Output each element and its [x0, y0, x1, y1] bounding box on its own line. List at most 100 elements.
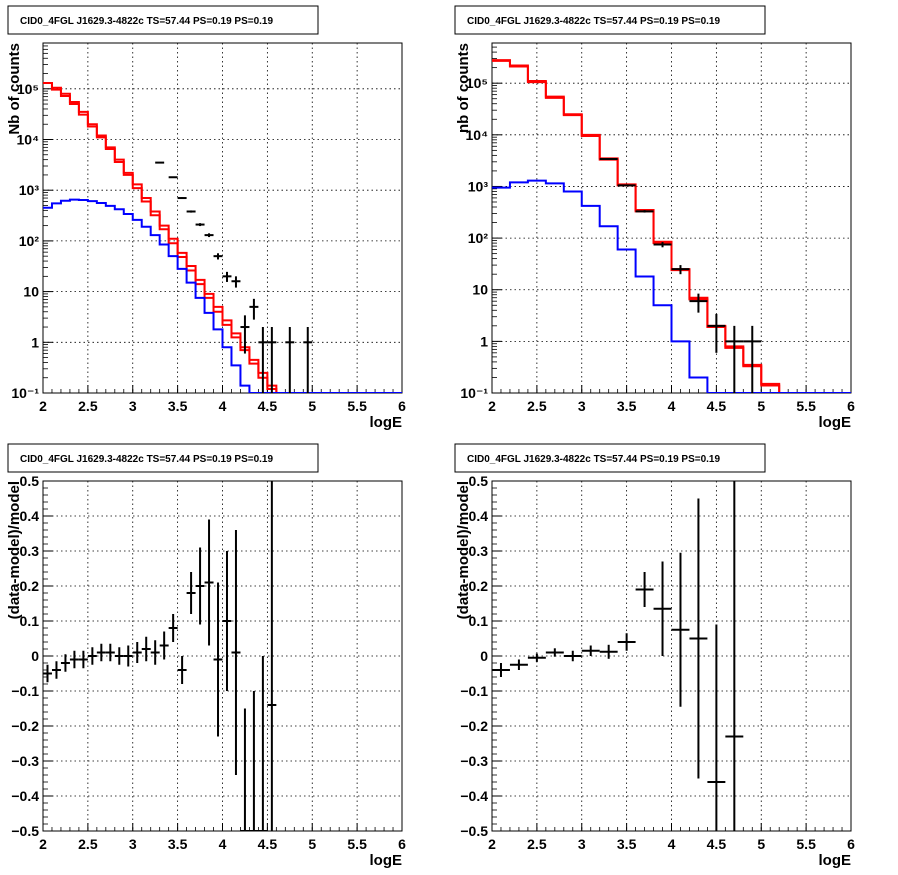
title-box: [454, 5, 766, 35]
x-tick-label: 4.5: [707, 836, 727, 852]
y-axis-label: nb of counts: [455, 43, 472, 133]
x-tick-label: 5.5: [796, 398, 816, 414]
title-box: [454, 443, 766, 473]
x-axis-label: logE: [370, 414, 403, 431]
x-tick-label: 2.5: [78, 398, 98, 414]
y-tick-label: 0.2: [20, 578, 40, 594]
y-tick-label: −0.2: [460, 718, 488, 734]
y-tick-label: 10⁴: [17, 131, 40, 147]
plot-area: [43, 82, 402, 393]
x-tick-label: 6: [847, 836, 855, 852]
panel-3: CID0_4FGL J1629.3-4822c TS=57.44 PS=0.19…: [6, 443, 406, 869]
y-tick-label: 0.1: [20, 613, 40, 629]
x-tick-label: 3: [129, 398, 137, 414]
x-tick-label: 5.5: [347, 398, 367, 414]
x-tick-label: 2: [39, 398, 47, 414]
y-tick-label: 0.3: [469, 543, 489, 559]
histogram-series-3: [492, 179, 851, 393]
x-tick-label: 6: [847, 398, 855, 414]
y-tick-label: 10⁵: [17, 81, 39, 97]
x-tick-label: 4: [668, 398, 676, 414]
histogram-series-1: [492, 59, 851, 393]
x-tick-label: 3.5: [168, 836, 188, 852]
y-tick-label: 0.4: [469, 508, 489, 524]
chart-title: CID0_4FGL J1629.3-4822c TS=57.44 PS=0.19…: [467, 16, 720, 27]
x-tick-label: 5: [757, 836, 765, 852]
x-tick-label: 3.5: [617, 398, 637, 414]
panel-4: CID0_4FGL J1629.3-4822c TS=57.44 PS=0.19…: [454, 443, 855, 869]
y-tick-label: 10: [23, 284, 39, 300]
title-box: [7, 443, 319, 473]
x-tick-label: 5: [757, 398, 765, 414]
x-tick-label: 2.5: [78, 836, 98, 852]
y-tick-label: 0: [480, 648, 488, 664]
y-tick-label: 10³: [19, 182, 40, 198]
x-tick-label: 3: [578, 836, 586, 852]
y-tick-label: 0.5: [20, 473, 40, 489]
x-tick-label: 4.5: [258, 398, 278, 414]
chart-title: CID0_4FGL J1629.3-4822c TS=57.44 PS=0.19…: [20, 16, 273, 27]
y-tick-label: 0.2: [469, 578, 489, 594]
x-axis-label: logE: [819, 852, 852, 869]
x-axis-label: logE: [370, 852, 403, 869]
x-tick-label: 3.5: [617, 836, 637, 852]
y-tick-label: 10²: [468, 230, 489, 246]
y-tick-label: −0.3: [460, 753, 488, 769]
x-tick-label: 3.5: [168, 398, 188, 414]
y-tick-label: 10⁻¹: [11, 385, 39, 401]
x-tick-label: 6: [398, 398, 406, 414]
x-tick-label: 2.5: [527, 836, 547, 852]
y-tick-label: 0: [31, 648, 39, 664]
y-tick-label: 1: [31, 334, 39, 350]
x-tick-label: 4: [219, 836, 227, 852]
y-axis-label: Nb of counts: [6, 43, 23, 135]
x-tick-label: 6: [398, 836, 406, 852]
plot-area: [492, 59, 851, 393]
x-tick-label: 2: [488, 836, 496, 852]
y-tick-label: −0.2: [11, 718, 39, 734]
x-tick-label: 4: [219, 398, 227, 414]
y-tick-label: 0.3: [20, 543, 40, 559]
y-tick-label: 10⁻¹: [460, 385, 488, 401]
panel-1: CID0_4FGL J1629.3-4822c TS=57.44 PS=0.19…: [6, 5, 406, 431]
y-tick-label: −0.1: [11, 683, 39, 699]
chart-title: CID0_4FGL J1629.3-4822c TS=57.44 PS=0.19…: [20, 454, 273, 465]
y-tick-label: −0.4: [460, 788, 488, 804]
x-tick-label: 3: [578, 398, 586, 414]
y-tick-label: 1: [480, 333, 488, 349]
x-tick-label: 5: [308, 836, 316, 852]
x-tick-label: 3: [129, 836, 137, 852]
plot-area: [43, 481, 277, 831]
title-box: [7, 5, 319, 35]
histogram-series-3: [43, 198, 402, 393]
x-tick-label: 4.5: [258, 836, 278, 852]
y-tick-label: −0.5: [460, 823, 488, 839]
y-tick-label: 10³: [468, 178, 489, 194]
y-tick-label: 0.1: [469, 613, 489, 629]
x-tick-label: 4.5: [707, 398, 727, 414]
chart-title: CID0_4FGL J1629.3-4822c TS=57.44 PS=0.19…: [467, 454, 720, 465]
histogram-series-2: [492, 59, 851, 393]
y-tick-label: 0.5: [469, 473, 489, 489]
x-tick-label: 5: [308, 398, 316, 414]
y-tick-label: −0.5: [11, 823, 39, 839]
x-tick-label: 4: [668, 836, 676, 852]
x-tick-label: 5.5: [347, 836, 367, 852]
y-tick-label: 10: [472, 282, 488, 298]
y-tick-label: −0.4: [11, 788, 39, 804]
y-tick-label: −0.3: [11, 753, 39, 769]
plot-area: [492, 481, 744, 831]
y-tick-label: 0.4: [20, 508, 40, 524]
y-tick-label: −0.1: [460, 683, 488, 699]
histogram-series-1: [43, 82, 402, 393]
y-axis-label: (data-model)/model: [6, 481, 23, 619]
x-axis-label: logE: [819, 414, 852, 431]
y-tick-label: 10⁴: [466, 127, 489, 143]
histogram-series-2: [43, 82, 402, 393]
x-tick-label: 5.5: [796, 836, 816, 852]
y-tick-label: 10⁵: [466, 75, 488, 91]
panel-2: CID0_4FGL J1629.3-4822c TS=57.44 PS=0.19…: [454, 5, 855, 431]
x-tick-label: 2: [39, 836, 47, 852]
x-tick-label: 2.5: [527, 398, 547, 414]
